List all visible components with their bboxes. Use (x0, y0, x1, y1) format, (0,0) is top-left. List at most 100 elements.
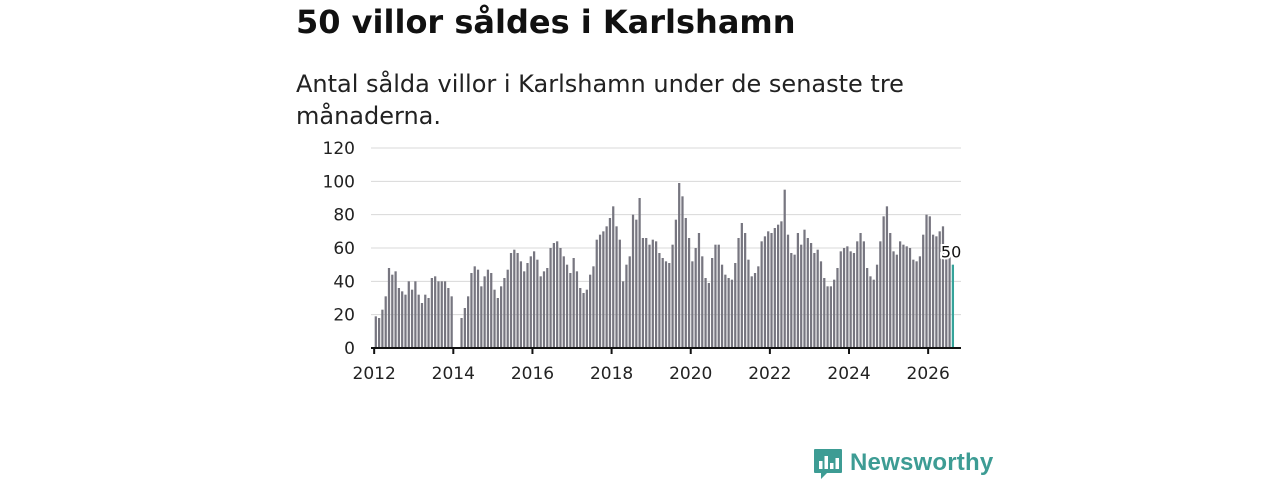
bar (740, 223, 743, 348)
bar (734, 263, 737, 348)
x-tick-label: 2016 (511, 364, 554, 384)
bar (381, 309, 384, 348)
bar (602, 231, 605, 348)
y-tick-label: 40 (333, 272, 355, 292)
bar-chart-logo-icon (814, 449, 842, 479)
bar (760, 241, 763, 348)
bars (374, 183, 955, 348)
bar (549, 248, 552, 348)
bar (595, 239, 598, 348)
bar (922, 234, 925, 348)
bar (803, 229, 806, 348)
bar (862, 241, 865, 348)
bar (414, 281, 417, 348)
bar (605, 226, 608, 348)
bar (895, 254, 898, 348)
bar (912, 259, 915, 348)
bar (839, 251, 842, 348)
bar (500, 286, 503, 348)
bar (800, 244, 803, 348)
bar (744, 233, 747, 348)
bar (671, 244, 674, 348)
bar (483, 276, 486, 348)
bar (727, 278, 730, 348)
bar (866, 268, 869, 348)
bar (579, 288, 582, 348)
x-tick-label: 2024 (827, 364, 870, 384)
bar (476, 269, 480, 348)
bar (532, 251, 536, 348)
bar (704, 278, 707, 348)
bar (612, 206, 615, 348)
bar (569, 273, 572, 348)
bar (585, 289, 588, 348)
bar (434, 276, 437, 348)
bar (430, 278, 433, 348)
bar (928, 216, 931, 348)
bar (737, 238, 740, 348)
bar (724, 274, 727, 348)
bar (628, 256, 631, 348)
bar (447, 288, 450, 348)
bar (625, 264, 628, 348)
bar (875, 264, 879, 348)
bar (460, 318, 463, 348)
bar (658, 253, 661, 348)
bar (546, 268, 549, 348)
bar (899, 241, 902, 348)
bar (945, 256, 948, 348)
bar (536, 259, 539, 348)
bar (747, 259, 750, 348)
bar (882, 216, 885, 348)
bar (410, 289, 414, 348)
bar (654, 241, 658, 348)
bar (401, 291, 404, 348)
labels: 0 20 40 60 80 100 120 50 2012 2014 2016 2018 2020 202… (323, 139, 964, 384)
bar (467, 296, 470, 348)
bar (384, 296, 387, 348)
bar (592, 266, 595, 348)
x-tick-label: 2026 (907, 364, 950, 384)
bar (638, 198, 641, 348)
y-tick-label: 100 (323, 172, 355, 192)
bar (615, 226, 618, 348)
bar (902, 244, 905, 348)
bar (618, 239, 621, 348)
bar (513, 249, 516, 348)
bar (816, 249, 819, 348)
bar (694, 248, 697, 348)
bar (526, 263, 529, 348)
bar (697, 233, 701, 348)
bar (635, 219, 638, 348)
data-label-latest: 50 (941, 243, 961, 262)
bar (925, 214, 928, 348)
y-tick-label: 0 (344, 339, 355, 359)
newsworthy-logo[interactable]: Newsworthy (814, 446, 993, 480)
bar (562, 256, 565, 348)
bar (490, 273, 493, 348)
bar (770, 233, 773, 348)
bar (503, 278, 506, 348)
bar (908, 248, 912, 348)
bar (763, 236, 767, 348)
bar (565, 264, 569, 348)
bar (905, 246, 908, 348)
bar (664, 261, 668, 348)
bar (823, 278, 826, 348)
bar (757, 266, 760, 348)
bar (938, 231, 941, 348)
bar (420, 303, 424, 348)
bar (796, 233, 800, 348)
bar (506, 269, 509, 348)
y-tick-label: 20 (333, 306, 355, 326)
bar (463, 308, 466, 348)
x-tick-label: 2022 (748, 364, 791, 384)
bar (872, 279, 875, 348)
bar (509, 253, 513, 348)
bar (443, 281, 447, 348)
bar (885, 206, 889, 348)
bar (641, 238, 645, 348)
bar (473, 266, 476, 348)
bar (714, 244, 717, 348)
bar (539, 276, 542, 348)
